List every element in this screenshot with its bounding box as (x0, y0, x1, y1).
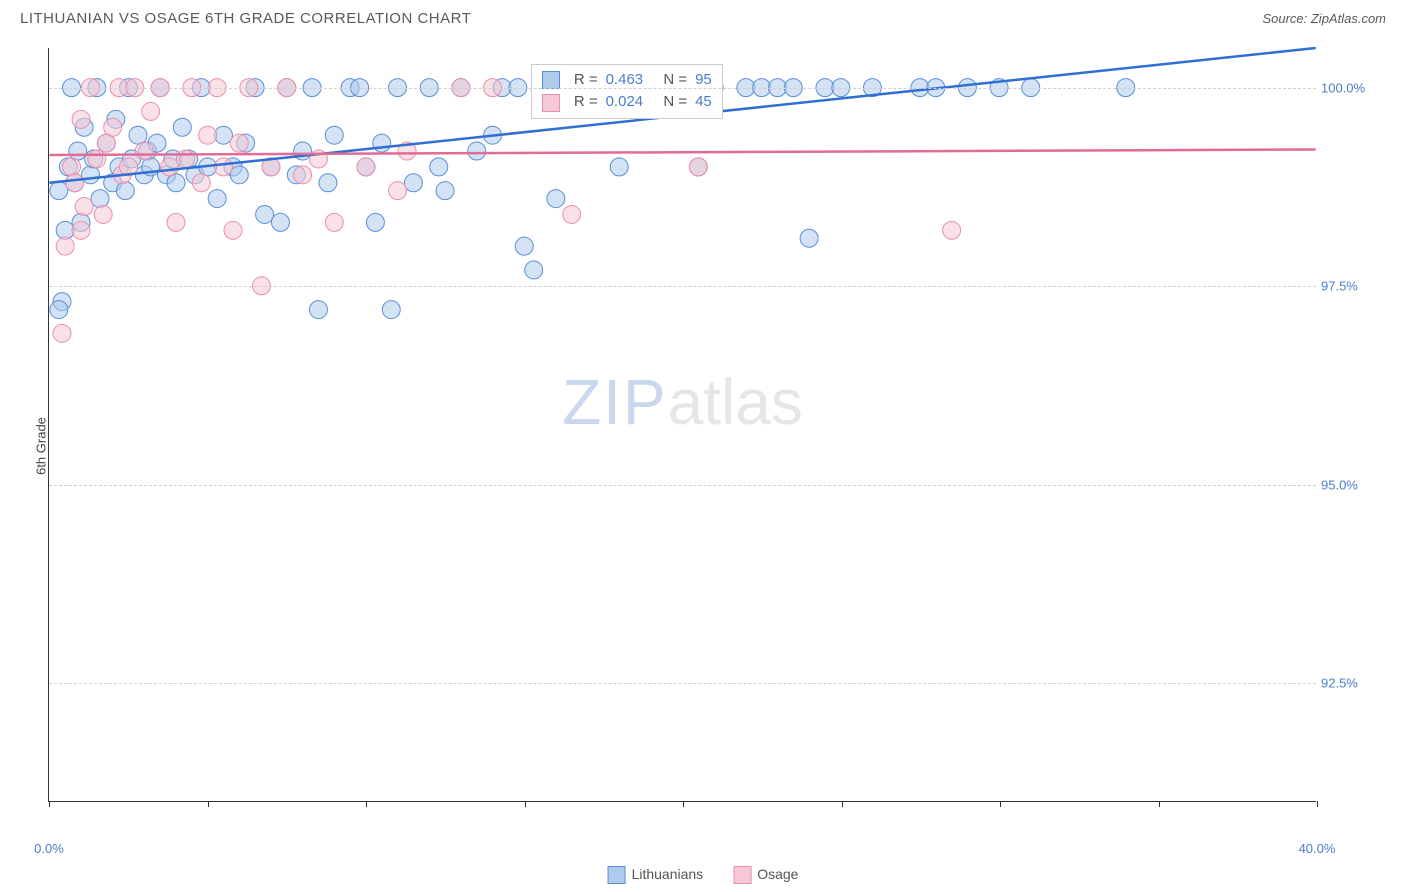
scatter-point (389, 182, 407, 200)
plot-region: ZIPatlas R = 0.463 N = 95 R = 0.024 N = … (48, 48, 1316, 802)
legend-item: Lithuanians (608, 866, 704, 884)
scatter-point (525, 261, 543, 279)
legend-swatch (608, 866, 626, 884)
scatter-point (404, 174, 422, 192)
scatter-point (50, 182, 68, 200)
scatter-svg (49, 48, 1316, 801)
scatter-point (436, 182, 454, 200)
gridline-h (49, 683, 1316, 684)
legend-label: Osage (757, 866, 798, 882)
xtick (1159, 801, 1160, 807)
scatter-point (294, 166, 312, 184)
scatter-point (382, 301, 400, 319)
scatter-point (468, 142, 486, 160)
corr-r-value: 0.024 (606, 91, 644, 114)
scatter-point (430, 158, 448, 176)
scatter-point (97, 134, 115, 152)
xtick (49, 801, 50, 807)
scatter-point (66, 174, 84, 192)
scatter-point (271, 213, 289, 231)
chart-title: LITHUANIAN VS OSAGE 6TH GRADE CORRELATIO… (20, 10, 471, 27)
scatter-point (176, 150, 194, 168)
scatter-point (167, 174, 185, 192)
ytick-label: 95.0% (1321, 477, 1381, 492)
corr-n-label: N = (663, 91, 687, 114)
scatter-point (208, 190, 226, 208)
xtick-label: 0.0% (34, 841, 64, 856)
xtick (366, 801, 367, 807)
scatter-point (56, 237, 74, 255)
scatter-point (135, 142, 153, 160)
corr-swatch (542, 94, 560, 112)
scatter-point (161, 158, 179, 176)
scatter-point (689, 158, 707, 176)
scatter-point (53, 324, 71, 342)
ytick-label: 100.0% (1321, 80, 1381, 95)
xtick (842, 801, 843, 807)
legend-label: Lithuanians (632, 866, 704, 882)
scatter-point (129, 126, 147, 144)
ytick-label: 92.5% (1321, 675, 1381, 690)
scatter-point (173, 118, 191, 136)
scatter-point (56, 221, 74, 239)
legend: Lithuanians Osage (608, 866, 799, 884)
scatter-point (357, 158, 375, 176)
scatter-point (366, 213, 384, 231)
scatter-point (75, 198, 93, 216)
scatter-point (88, 150, 106, 168)
chart-area: ZIPatlas R = 0.463 N = 95 R = 0.024 N = … (48, 48, 1386, 837)
scatter-point (94, 205, 112, 223)
scatter-point (104, 118, 122, 136)
ytick-label: 97.5% (1321, 279, 1381, 294)
scatter-point (72, 110, 90, 128)
xtick (208, 801, 209, 807)
scatter-point (63, 158, 81, 176)
scatter-point (50, 301, 68, 319)
scatter-point (82, 166, 100, 184)
legend-item: Osage (733, 866, 798, 884)
scatter-point (116, 182, 134, 200)
scatter-point (230, 166, 248, 184)
corr-n-value: 45 (695, 91, 712, 114)
source-label: Source: ZipAtlas.com (1262, 11, 1386, 26)
xtick (1000, 801, 1001, 807)
y-axis-label: 6th Grade (33, 417, 48, 475)
gridline-h (49, 485, 1316, 486)
scatter-point (325, 213, 343, 231)
corr-swatch (542, 71, 560, 89)
xtick (525, 801, 526, 807)
correlation-box: R = 0.463 N = 95 R = 0.024 N = 45 (531, 64, 723, 119)
gridline-h (49, 88, 1316, 89)
scatter-point (373, 134, 391, 152)
scatter-point (230, 134, 248, 152)
legend-swatch (733, 866, 751, 884)
scatter-point (800, 229, 818, 247)
xtick (683, 801, 684, 807)
scatter-point (325, 126, 343, 144)
xtick-label: 40.0% (1299, 841, 1336, 856)
scatter-point (167, 213, 185, 231)
scatter-point (563, 205, 581, 223)
corr-r-label: R = (574, 91, 598, 114)
scatter-point (309, 301, 327, 319)
scatter-point (547, 190, 565, 208)
scatter-point (214, 126, 232, 144)
xtick (1317, 801, 1318, 807)
scatter-point (943, 221, 961, 239)
scatter-point (256, 205, 274, 223)
scatter-point (610, 158, 628, 176)
scatter-point (91, 190, 109, 208)
scatter-point (142, 102, 160, 120)
scatter-point (199, 126, 217, 144)
scatter-point (69, 142, 87, 160)
scatter-point (72, 221, 90, 239)
gridline-h (49, 286, 1316, 287)
scatter-point (192, 174, 210, 192)
scatter-point (319, 174, 337, 192)
scatter-point (224, 221, 242, 239)
scatter-point (515, 237, 533, 255)
scatter-point (214, 158, 232, 176)
corr-row: R = 0.024 N = 45 (542, 91, 712, 114)
